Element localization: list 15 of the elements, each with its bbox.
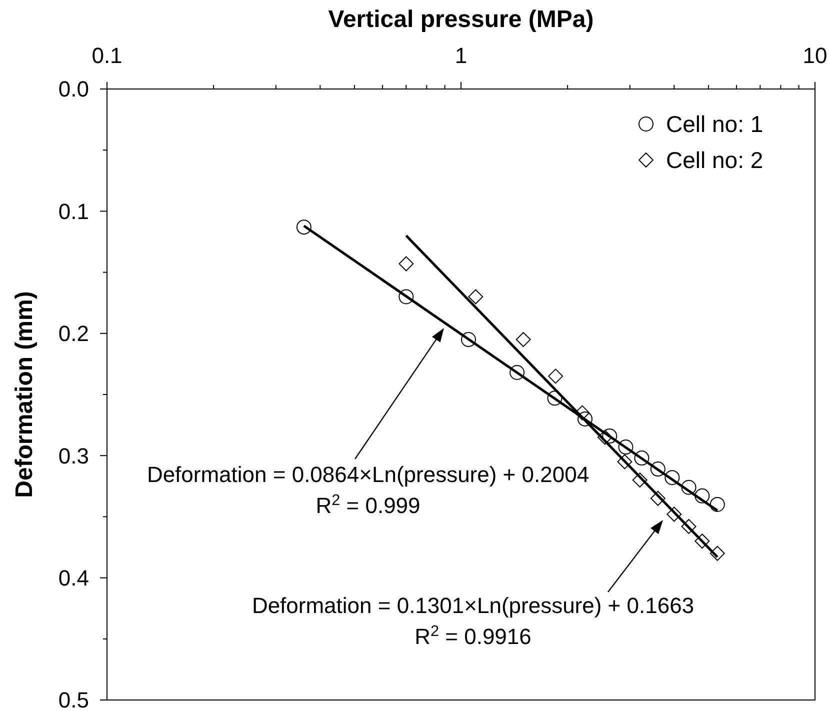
annotation: Deformation = 0.1301×Ln(pressure) + 0.1663 R$^{2}$ = 0.9916 [252, 593, 694, 649]
y-tick-label: 0.1 [58, 198, 89, 224]
y-tick-label: 0.5 [58, 688, 89, 711]
y-tick-label: 0.2 [58, 321, 89, 346]
legend-label: Cell no: 2 [666, 147, 764, 174]
legend-label: Cell no: 1 [666, 111, 764, 138]
x-tick-label: 10 [802, 43, 828, 68]
y-axis-title: Deformation (mm) [11, 291, 38, 498]
x-tick-label: 0.1 [92, 43, 122, 68]
y-tick-label: 0.3 [58, 443, 89, 468]
annotation: Deformation = 0.0864×Ln(pressure) + 0.2004 R$^{2}$ = 0.999 [146, 462, 590, 518]
y-tick-label: 0.4 [58, 566, 89, 590]
x-tick-label: 1 [454, 43, 468, 68]
x-axis-title: Vertical pressure (MPa) [328, 6, 594, 33]
y-tick-label: 0.0 [58, 76, 89, 102]
